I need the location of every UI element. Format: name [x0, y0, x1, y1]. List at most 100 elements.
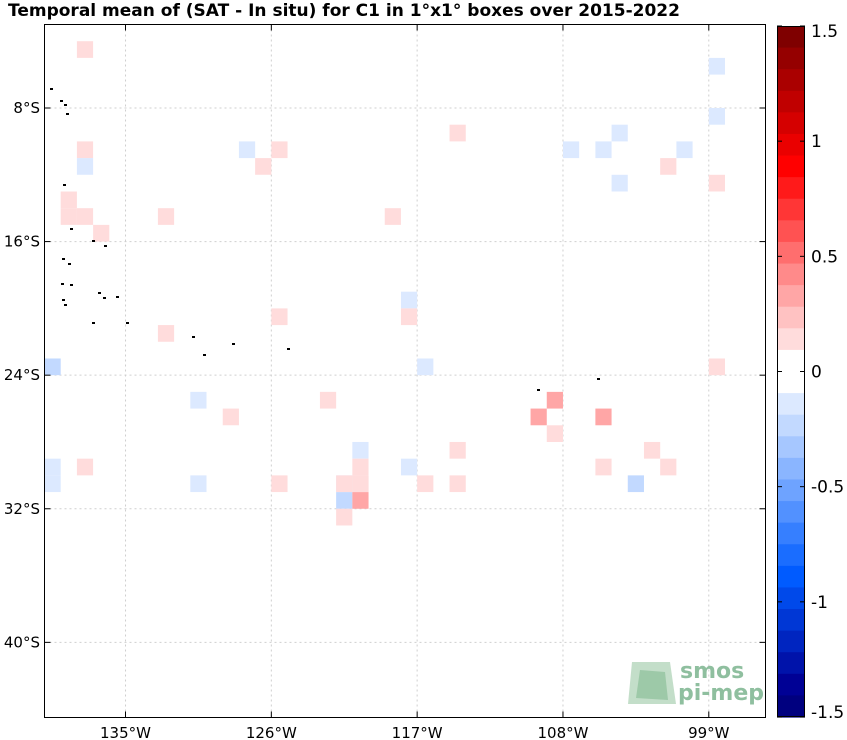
x-axis: 135°W 126°W 117°W 108°W 99°W [100, 24, 730, 740]
heatmap-cell-14 [708, 174, 725, 192]
heatmap-cell-36 [595, 408, 612, 426]
heatmap-cell-24 [400, 291, 418, 309]
heatmap-cell-62 [352, 475, 369, 493]
island-1 [60, 100, 63, 102]
colorbar-segment-29 [777, 652, 805, 675]
island-19 [192, 336, 195, 338]
smos-pi-mep-logo: smos pi-mep [628, 659, 764, 706]
heatmap-cell-48 [44, 458, 61, 476]
colorbar-segment-10 [777, 241, 805, 265]
island-4 [63, 184, 66, 186]
colorbar-segment-9 [777, 220, 805, 243]
y-tick-label-4: 40°S [4, 633, 40, 651]
colorbar-segment-23 [777, 522, 805, 545]
plot-frame [44, 24, 766, 718]
colorbar-segment-22 [777, 501, 805, 524]
heatmap-cell-53 [271, 475, 288, 493]
colorbar-segment-26 [777, 587, 805, 610]
colorbar: 1.5 1 0.5 0 -0.5 -1 -1.5 [777, 22, 844, 723]
island-23 [537, 389, 540, 391]
colorbar-segment-16 [777, 371, 805, 394]
heatmap-cell-42 [643, 441, 661, 459]
heatmap-cell-44 [400, 458, 418, 476]
heatmap-cell-27 [157, 325, 175, 342]
heatmap-cell-31 [708, 358, 725, 376]
colorbar-segment-6 [777, 155, 805, 178]
heatmap-cell-56 [336, 508, 353, 526]
heatmap-cell-1 [708, 57, 725, 75]
heatmap-cells [44, 41, 725, 526]
island-13 [103, 297, 106, 299]
heatmap-cell-12 [255, 158, 272, 175]
island-12 [98, 292, 101, 294]
y-axis: 8°S 16°S 24°S 32°S 40°S [4, 99, 766, 651]
svg-text:pi-mep: pi-mep [678, 681, 764, 706]
heatmap-cell-3 [611, 124, 628, 142]
colorbar-tick-label-5: -1 [811, 593, 828, 613]
colorbar-segment-18 [777, 414, 805, 437]
heatmap-cell-13 [660, 158, 677, 175]
heatmap-cell-41 [449, 441, 466, 459]
island-0 [50, 88, 53, 90]
svg-text:smos: smos [680, 659, 744, 684]
x-tick-label-0: 135°W [100, 724, 151, 740]
heatmap-cell-55 [336, 492, 353, 509]
heatmap-cell-15 [611, 174, 628, 192]
island-15 [62, 299, 65, 301]
heatmap-cell-0 [76, 41, 94, 58]
heatmap-cell-6 [595, 141, 612, 159]
heatmap-cell-32 [190, 391, 207, 409]
colorbar-segment-21 [777, 479, 805, 502]
colorbar-segment-8 [777, 198, 805, 221]
heatmap-cell-35 [530, 408, 547, 426]
heatmap-cell-40 [352, 458, 369, 476]
island-9 [68, 263, 71, 265]
grid [44, 24, 766, 718]
heatmap-cell-19 [60, 208, 77, 225]
land-islands [50, 88, 600, 391]
colorbar-segment-1 [777, 47, 805, 70]
colorbar-segment-5 [777, 133, 805, 157]
heatmap-cell-11 [76, 158, 94, 175]
colorbar-segment-30 [777, 673, 805, 697]
island-10 [61, 283, 64, 285]
island-17 [92, 322, 95, 324]
heatmap-cell-39 [352, 441, 369, 459]
heatmap-cell-38 [222, 408, 239, 426]
colorbar-tick-label-2: 0.5 [811, 247, 838, 267]
heatmap-cell-10 [271, 141, 288, 159]
island-24 [597, 378, 600, 380]
y-tick-label-2: 24°S [4, 366, 40, 384]
heatmap-cell-61 [449, 475, 466, 493]
island-21 [203, 354, 206, 356]
heatmap-cell-9 [238, 141, 256, 159]
colorbar-segment-31 [777, 695, 805, 718]
heatmap-cell-25 [400, 308, 418, 326]
heatmap-cell-8 [76, 141, 94, 159]
colorbar-segment-14 [777, 328, 805, 351]
heatmap-cell-46 [627, 475, 644, 493]
heatmap-cell-45 [595, 458, 612, 476]
heatmap-cell-33 [319, 391, 337, 409]
heatmap-cell-26 [271, 308, 288, 326]
heatmap-cell-21 [157, 208, 175, 225]
heatmap-cell-4 [449, 124, 466, 142]
island-8 [62, 258, 65, 260]
colorbar-tick-label-6: -1.5 [811, 703, 844, 723]
colorbar-segment-7 [777, 177, 805, 200]
heatmap-cell-18 [60, 191, 77, 209]
colorbar-segment-27 [777, 609, 805, 632]
heatmap-cell-30 [417, 358, 434, 376]
colorbar-segment-13 [777, 306, 805, 329]
island-16 [64, 304, 67, 306]
island-18 [126, 322, 129, 324]
x-tick-label-2: 117°W [392, 724, 443, 740]
colorbar-segment-0 [777, 26, 805, 49]
heatmap-cell-5 [562, 141, 580, 159]
heatmap-cell-51 [76, 458, 94, 476]
heatmap-cell-7 [676, 141, 693, 159]
island-6 [92, 240, 95, 242]
heatmap-cell-22 [384, 208, 401, 225]
y-tick-label-0: 8°S [13, 99, 40, 117]
